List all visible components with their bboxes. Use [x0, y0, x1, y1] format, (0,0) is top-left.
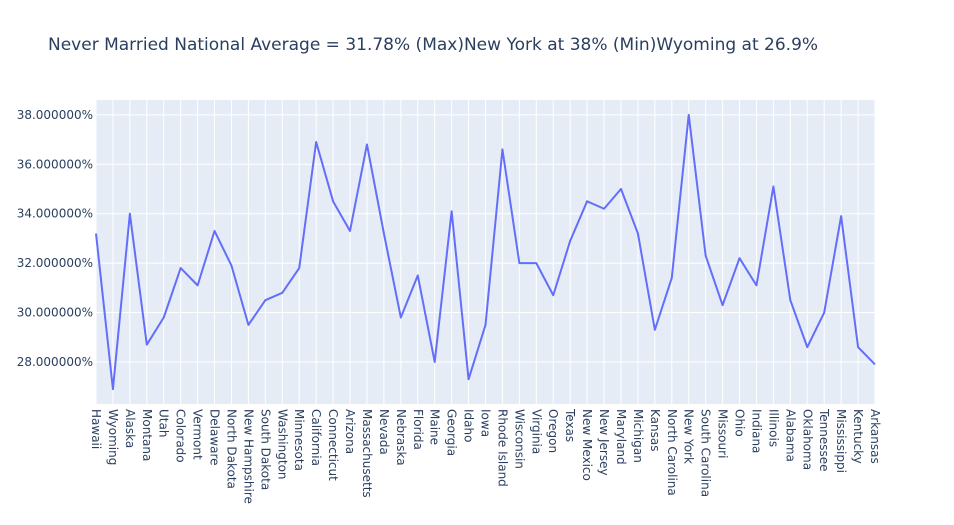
x-tick-label: Arkansas — [868, 409, 882, 464]
x-tick-label: Montana — [140, 409, 154, 461]
x-tick-label: Oklahoma — [800, 409, 814, 470]
x-tick-label: South Dakota — [258, 409, 272, 490]
x-tick-label: California — [309, 409, 323, 466]
y-tick-label: 32.000000% — [17, 256, 93, 270]
x-tick-label: Maine — [428, 409, 442, 445]
x-tick-label: South Carolina — [699, 409, 713, 497]
x-tick-label: Massachusetts — [360, 409, 374, 498]
x-tick-label: New Mexico — [580, 409, 594, 481]
x-tick-label: Virginia — [529, 409, 543, 454]
x-tick-label: Hawaii — [89, 409, 103, 449]
y-tick-label: 30.000000% — [17, 306, 93, 320]
x-tick-label: Texas — [563, 408, 577, 442]
x-tick-label: Minnesota — [292, 409, 306, 471]
x-tick-label: Colorado — [174, 409, 188, 463]
x-tick-label: Wyoming — [106, 409, 120, 465]
x-tick-label: Indiana — [749, 409, 763, 453]
x-tick-label: New Jersey — [597, 409, 611, 476]
x-tick-label: Georgia — [445, 409, 459, 456]
x-tick-label: New York — [682, 409, 696, 464]
y-tick-label: 28.000000% — [17, 355, 93, 369]
x-tick-label: Nevada — [377, 409, 391, 455]
x-tick-label: Mississippi — [834, 409, 848, 473]
x-tick-label: Delaware — [208, 409, 222, 466]
x-axis-ticks: Hawaii Wyoming Alaska Montana Utah Colorado Ve… — [89, 408, 882, 504]
x-tick-label: Illinois — [766, 409, 780, 447]
x-tick-label: Iowa — [479, 409, 493, 437]
y-axis-ticks: 28.000000% 30.000000% 32.000000% 34.000000%… — [17, 108, 93, 369]
x-tick-label: Rhode Island — [495, 409, 509, 487]
x-tick-label: Alaska — [123, 409, 137, 448]
x-tick-label: North Dakota — [224, 409, 238, 489]
x-tick-label: Florida — [411, 409, 425, 450]
x-tick-label: Maryland — [614, 409, 628, 465]
y-tick-label: 36.000000% — [17, 157, 93, 171]
x-tick-label: Wisconsin — [512, 409, 526, 469]
x-tick-label: Kentucky — [851, 409, 865, 464]
x-tick-label: Oregon — [546, 409, 560, 453]
series-line — [95, 113, 876, 391]
x-tick-label: North Carolina — [665, 409, 679, 496]
x-tick-label: Ohio — [733, 409, 747, 437]
x-tick-label: Michigan — [631, 409, 645, 463]
y-tick-label: 38.000000% — [17, 108, 93, 122]
y-tick-label: 34.000000% — [17, 207, 93, 221]
x-tick-label: Nebraska — [394, 409, 408, 466]
x-tick-label: Connecticut — [326, 409, 340, 481]
x-tick-label: Alabama — [783, 409, 797, 462]
x-tick-label: Vermont — [191, 409, 205, 460]
x-tick-label: Washington — [275, 409, 289, 480]
x-tick-label: Missouri — [716, 409, 730, 458]
chart-title: Never Married National Average = 31.78% … — [48, 35, 818, 55]
x-tick-label: New Hampshire — [241, 409, 255, 504]
gridlines — [95, 100, 876, 404]
x-tick-label: Arizona — [343, 409, 357, 454]
x-tick-label: Tennessee — [817, 408, 831, 472]
x-tick-label: Kansas — [648, 409, 662, 451]
x-tick-label: Idaho — [462, 409, 476, 442]
x-tick-label: Utah — [157, 409, 171, 437]
